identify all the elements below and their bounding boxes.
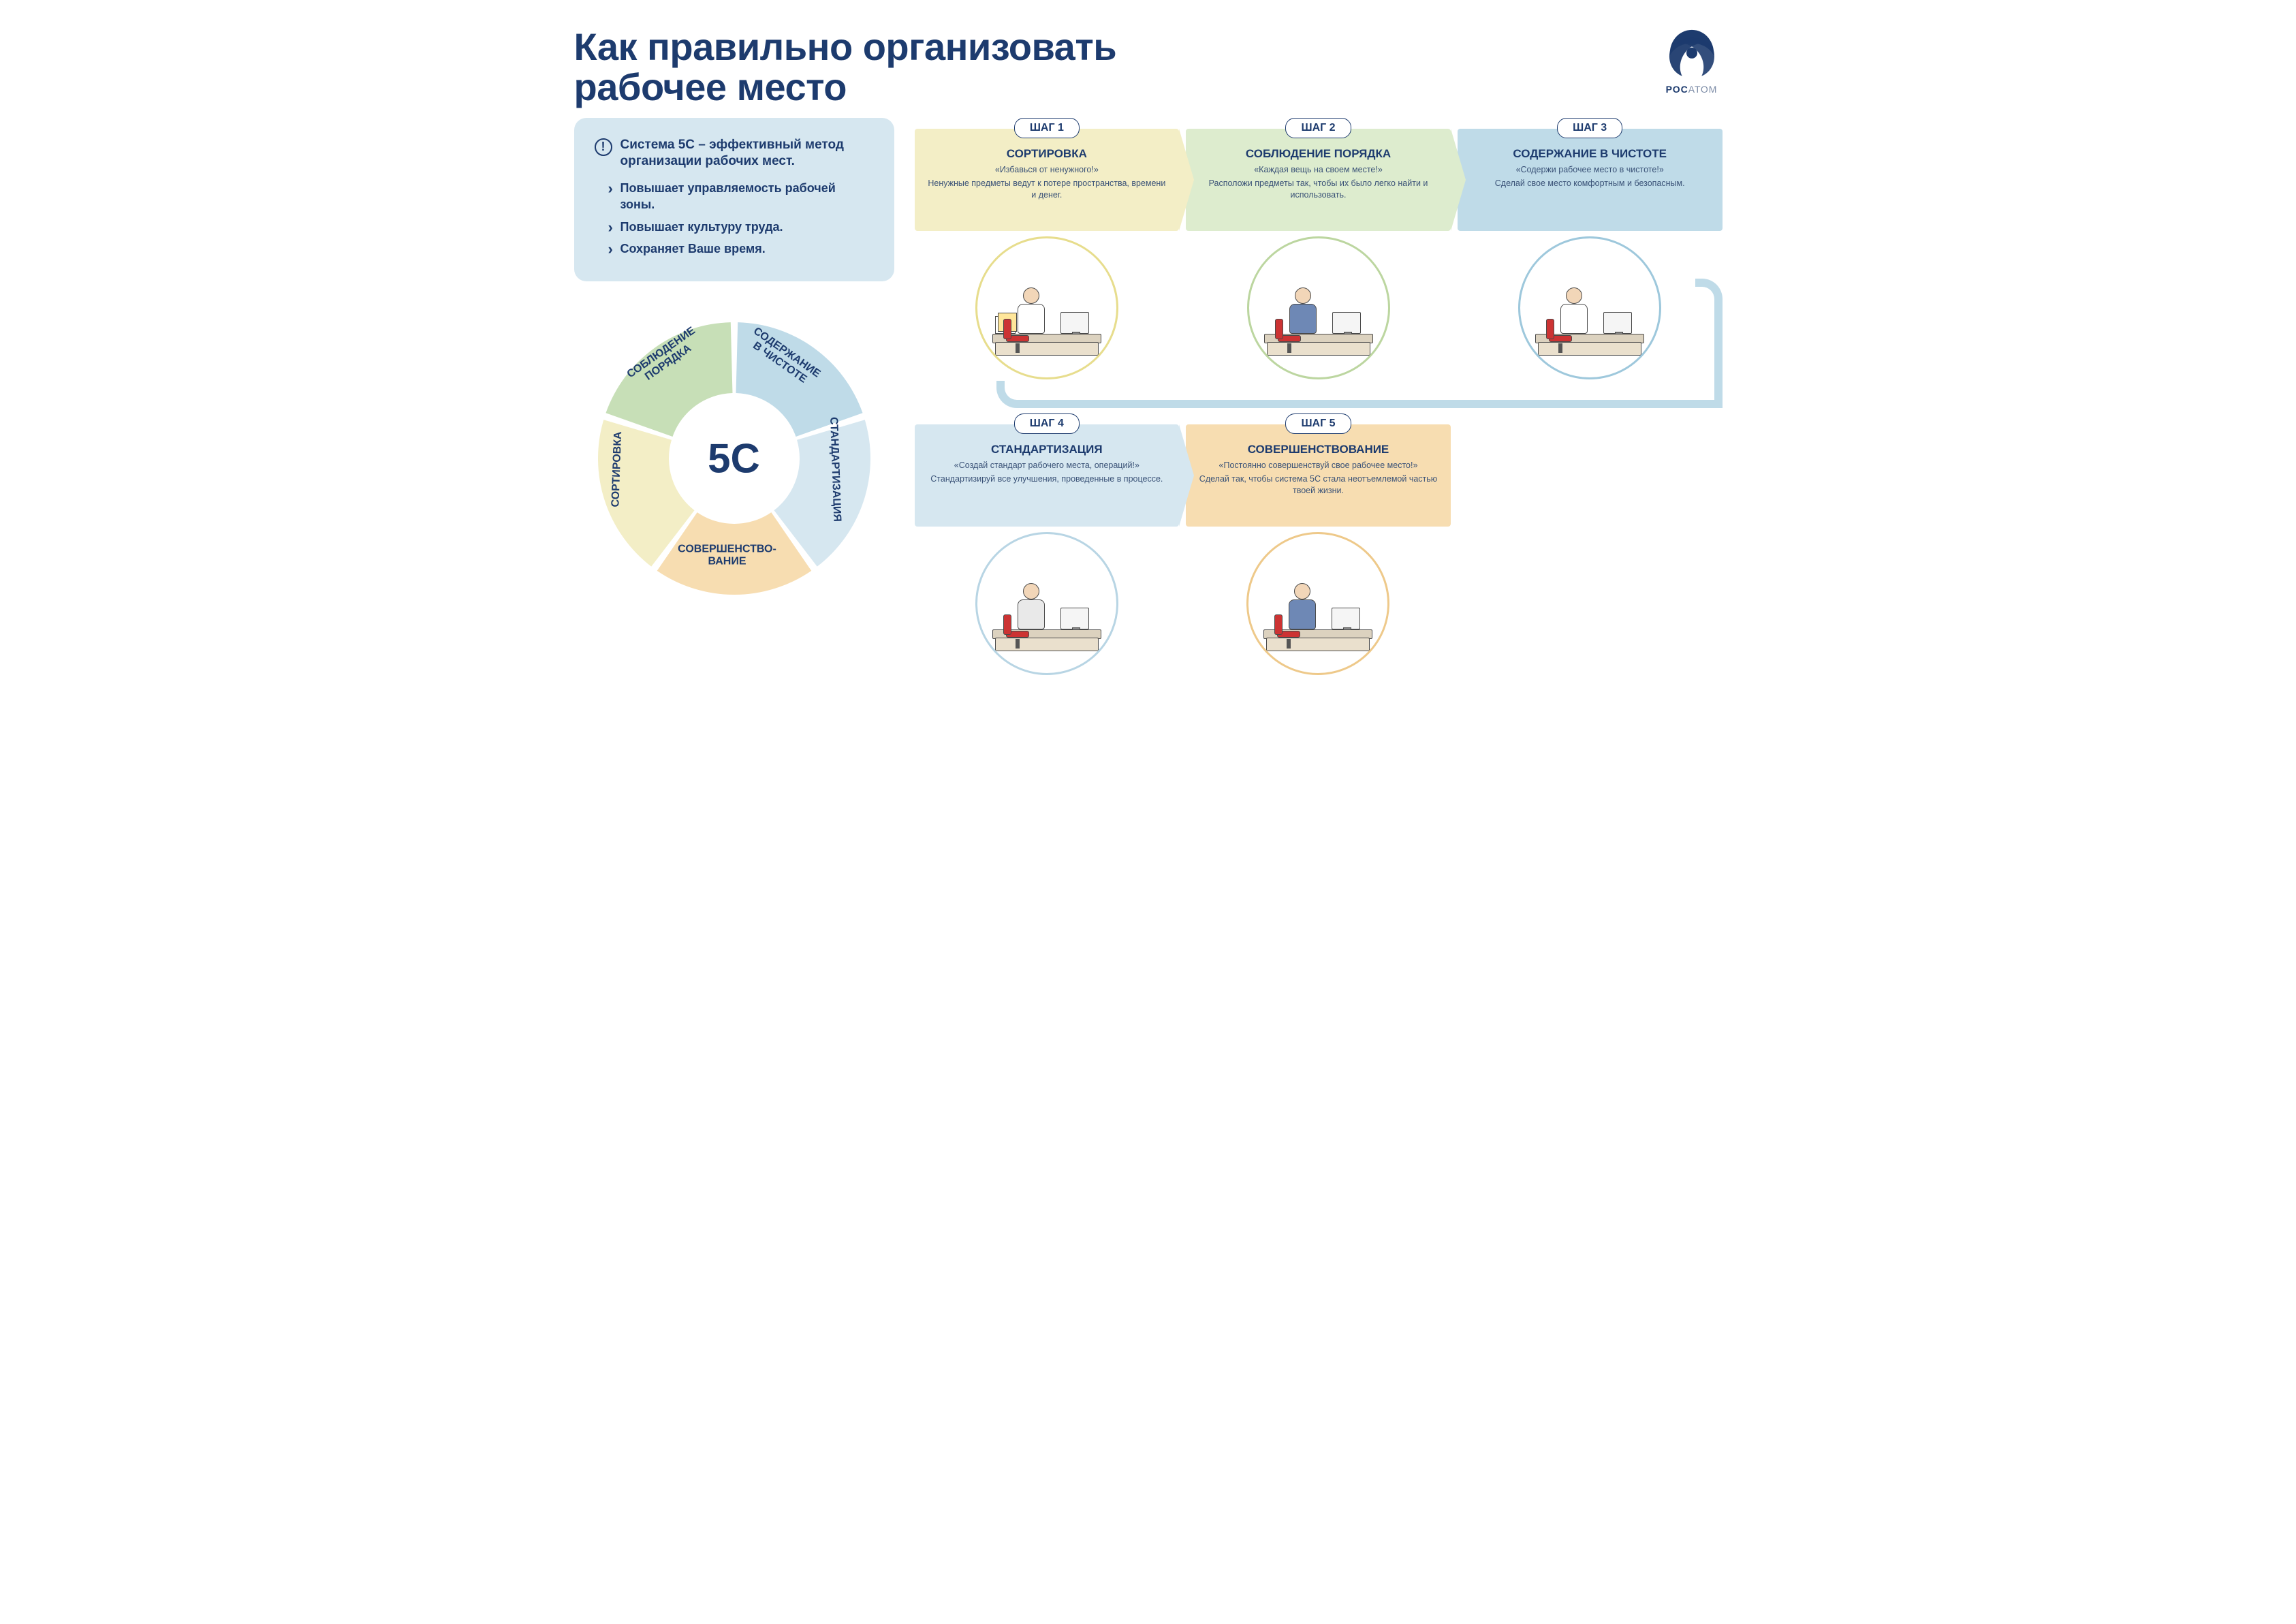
step-tag: ШАГ 4 bbox=[1014, 413, 1080, 434]
steps-row-2: ШАГ 4 СТАНДАРТИЗАЦИЯ «Создай стандарт ра… bbox=[915, 413, 1723, 527]
rosatom-logo: РОСАТОМ bbox=[1661, 24, 1723, 95]
step-card: ШАГ 2 СОБЛЮДЕНИЕ ПОРЯДКА «Каждая вещь на… bbox=[1186, 118, 1451, 231]
right-column: ШАГ 1 СОРТИРОВКА «Избавься от ненужного!… bbox=[915, 118, 1723, 683]
step-quote: «Каждая вещь на своем месте!» bbox=[1197, 164, 1440, 176]
step-card: ШАГ 3 СОДЕРЖАНИЕ В ЧИСТОТЕ «Содержи рабо… bbox=[1458, 118, 1723, 231]
logo-text: РОСАТОМ bbox=[1661, 84, 1723, 95]
step-tag: ШАГ 5 bbox=[1285, 413, 1351, 434]
step-card: ШАГ 4 СТАНДАРТИЗАЦИЯ «Создай стандарт ра… bbox=[915, 413, 1180, 527]
step-card: ШАГ 5 СОВЕРШЕНСТВОВАНИЕ «Постоянно совер… bbox=[1186, 413, 1451, 527]
step-arrow-body: СОВЕРШЕНСТВОВАНИЕ «Постоянно совершенств… bbox=[1186, 424, 1451, 527]
step-illustration bbox=[1186, 532, 1451, 675]
step-title: СОБЛЮДЕНИЕ ПОРЯДКА bbox=[1197, 148, 1440, 161]
donut-center-label: 5С bbox=[708, 435, 760, 482]
intro-headline: ! Система 5С – эффективный метод организ… bbox=[595, 137, 874, 170]
logo-icon bbox=[1661, 24, 1723, 80]
donut-segment-label: СОВЕРШЕНСТВО- ВАНИЕ bbox=[678, 544, 776, 567]
step-arrow-body: СТАНДАРТИЗАЦИЯ «Создай стандарт рабочего… bbox=[915, 424, 1180, 527]
illustration-circle bbox=[1247, 236, 1390, 379]
step-illustration bbox=[915, 236, 1180, 379]
illustration-circle bbox=[1518, 236, 1661, 379]
left-column: ! Система 5С – эффективный метод организ… bbox=[574, 118, 894, 683]
step-tag: ШАГ 1 bbox=[1014, 118, 1080, 138]
intro-bullet: Сохраняет Ваше время. bbox=[620, 240, 874, 257]
step-title: СОВЕРШЕНСТВОВАНИЕ bbox=[1197, 443, 1440, 456]
step-description: Ненужные предметы ведут к потере простра… bbox=[926, 178, 1169, 201]
step-description: Стандартизируй все улучшения, проведенны… bbox=[926, 473, 1169, 485]
step-quote: «Постоянно совершенствуй свое рабочее ме… bbox=[1197, 460, 1440, 471]
step-title: СОРТИРОВКА bbox=[926, 148, 1169, 161]
step-tag: ШАГ 3 bbox=[1557, 118, 1622, 138]
step-description: Сделай так, чтобы система 5С стала неотъ… bbox=[1197, 473, 1440, 497]
step-illustration bbox=[915, 532, 1180, 675]
page-title: Как правильно организовать рабочее место bbox=[574, 27, 1187, 108]
illustration-circle bbox=[1246, 532, 1389, 675]
exclamation-icon: ! bbox=[595, 138, 612, 156]
intro-box: ! Система 5С – эффективный метод организ… bbox=[574, 118, 894, 282]
donut-chart-5s: 5С СОБЛЮДЕНИЕ ПОРЯДКАСОДЕРЖАНИЕ В ЧИСТОТ… bbox=[584, 309, 884, 608]
step-illustration bbox=[1186, 236, 1451, 379]
illustration-circle bbox=[975, 236, 1118, 379]
step-quote: «Создай стандарт рабочего места, операци… bbox=[926, 460, 1169, 471]
intro-bullet: Повышает управляемость рабочей зоны. bbox=[620, 180, 874, 213]
infographic-root: Как правильно организовать рабочее место… bbox=[574, 27, 1723, 683]
illustrations-row-2 bbox=[915, 532, 1723, 675]
step-quote: «Содержи рабочее место в чистоте!» bbox=[1468, 164, 1712, 176]
step-description: Сделай свое место комфортным и безопасны… bbox=[1468, 178, 1712, 189]
intro-bullet: Повышает культуру труда. bbox=[620, 219, 874, 235]
step-arrow-body: СОДЕРЖАНИЕ В ЧИСТОТЕ «Содержи рабочее ме… bbox=[1458, 129, 1723, 231]
step-arrow-body: СОРТИРОВКА «Избавься от ненужного!» Нену… bbox=[915, 129, 1180, 231]
illustration-circle bbox=[975, 532, 1118, 675]
step-description: Расположи предметы так, чтобы их было ле… bbox=[1197, 178, 1440, 201]
donut-segment-label: СОРТИРОВКА bbox=[610, 431, 624, 507]
step-quote: «Избавься от ненужного!» bbox=[926, 164, 1169, 176]
illustrations-row-1 bbox=[915, 236, 1723, 379]
steps-row-1: ШАГ 1 СОРТИРОВКА «Избавься от ненужного!… bbox=[915, 118, 1723, 231]
step-title: СТАНДАРТИЗАЦИЯ bbox=[926, 443, 1169, 456]
flow-connector bbox=[996, 381, 1716, 408]
flow-connector-top bbox=[1695, 279, 1723, 408]
main-columns: ! Система 5С – эффективный метод организ… bbox=[574, 118, 1723, 683]
header: Как правильно организовать рабочее место… bbox=[574, 27, 1723, 108]
step-card: ШАГ 1 СОРТИРОВКА «Избавься от ненужного!… bbox=[915, 118, 1180, 231]
step-illustration bbox=[1458, 236, 1723, 379]
step-arrow-body: СОБЛЮДЕНИЕ ПОРЯДКА «Каждая вещь на своем… bbox=[1186, 129, 1451, 231]
step-title: СОДЕРЖАНИЕ В ЧИСТОТЕ bbox=[1468, 148, 1712, 161]
step-tag: ШАГ 2 bbox=[1285, 118, 1351, 138]
intro-bullets: Повышает управляемость рабочей зоны. Пов… bbox=[595, 180, 874, 257]
